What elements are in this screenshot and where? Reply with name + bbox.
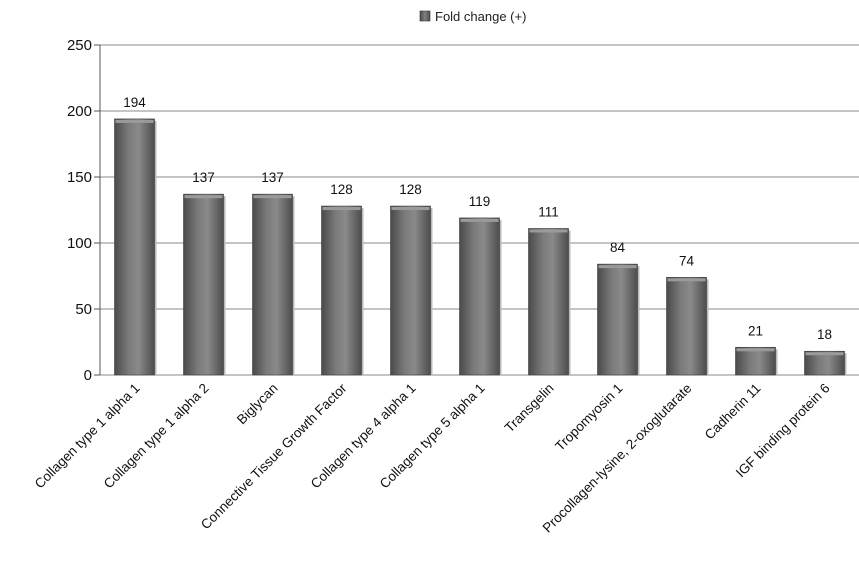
data-label: 119 — [469, 194, 491, 209]
bar — [390, 205, 433, 376]
bar-top — [460, 218, 499, 222]
data-label: 84 — [610, 240, 626, 255]
bar-body — [528, 228, 569, 376]
data-label: 111 — [538, 204, 559, 219]
bar-body — [321, 205, 362, 376]
bar-body — [735, 346, 776, 376]
data-label: 194 — [123, 95, 146, 110]
data-label: 128 — [330, 182, 353, 197]
bar-body — [597, 263, 638, 376]
bar-top — [736, 348, 775, 352]
y-tick-label: 250 — [67, 37, 92, 54]
y-tick-label: 0 — [84, 367, 92, 384]
bar-top — [115, 119, 154, 123]
data-label: 137 — [192, 170, 215, 185]
data-labels: 194 137 137 128 128 119 111 84 74 21 18 — [123, 95, 832, 342]
bar — [114, 118, 157, 376]
bar — [321, 205, 364, 376]
bar — [735, 346, 778, 376]
y-tick-label: 50 — [75, 301, 92, 318]
bar-top — [184, 195, 223, 199]
x-tick-label: Procollagen-lysine, 2-oxoglutarate — [540, 381, 695, 536]
data-label: 128 — [399, 182, 422, 197]
bar-body — [804, 350, 845, 376]
x-tick-label: Cadherin 11 — [702, 381, 764, 443]
bar-body — [114, 118, 155, 376]
bar-top — [805, 352, 844, 356]
legend-label: Fold change (+) — [435, 9, 526, 24]
bar-series — [114, 118, 847, 376]
bar-top — [598, 265, 637, 269]
bar-body — [459, 217, 500, 376]
data-label: 74 — [679, 253, 695, 268]
bar — [183, 193, 226, 376]
bar — [528, 228, 571, 376]
y-tick-label: 200 — [67, 103, 92, 120]
bar — [597, 263, 640, 376]
x-tick-label: Tropomyosin 1 — [552, 381, 625, 454]
y-axis: 0 50 100 150 200 250 — [67, 37, 101, 384]
y-tick-label: 150 — [67, 169, 92, 186]
bar — [252, 193, 295, 376]
bar — [666, 277, 709, 376]
bar-body — [183, 193, 224, 376]
bar-top — [667, 278, 706, 282]
data-label: 137 — [261, 170, 284, 185]
x-tick-label: Biglycan — [234, 381, 281, 428]
x-tick-label: Connective Tissue Growth Factor — [198, 380, 350, 532]
legend: Fold change (+) — [419, 9, 526, 24]
bar-top — [391, 207, 430, 211]
y-tick-label: 100 — [67, 235, 92, 252]
data-label: 21 — [748, 323, 763, 338]
bar — [459, 217, 502, 376]
bar-body — [252, 193, 293, 376]
x-tick-label: Transgelin — [502, 381, 557, 436]
legend-swatch — [419, 10, 431, 22]
bar-top — [322, 207, 361, 211]
bar — [804, 350, 847, 376]
bar-top — [253, 195, 292, 199]
bar-body — [390, 205, 431, 376]
bar-top — [529, 229, 568, 233]
data-label: 18 — [817, 327, 832, 342]
bar-body — [666, 277, 707, 376]
